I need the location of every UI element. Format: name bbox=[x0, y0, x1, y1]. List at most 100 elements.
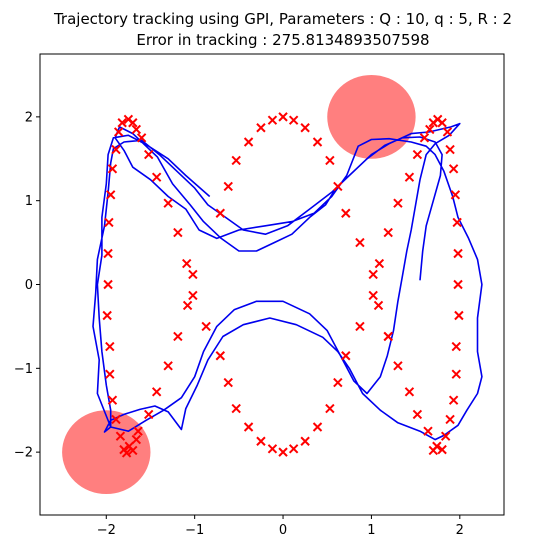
reference-point-30 bbox=[144, 409, 154, 420]
reference-point-20 bbox=[188, 290, 198, 301]
reference-point-36 bbox=[131, 434, 142, 445]
reference-point-12 bbox=[104, 217, 114, 228]
reference-point-92 bbox=[412, 409, 423, 420]
reference-point-24 bbox=[163, 361, 173, 371]
reference-point-83 bbox=[215, 208, 226, 218]
reference-point-69 bbox=[288, 115, 299, 125]
reference-point-78 bbox=[448, 164, 459, 174]
y-tick-label-3: 1 bbox=[25, 194, 33, 209]
trajectory-line bbox=[92, 122, 483, 441]
x-tick-label-3: 1 bbox=[367, 523, 375, 538]
reference-point-8 bbox=[107, 164, 118, 174]
chart-title-line-2: Error in tracking : 275.8134893507598 bbox=[136, 31, 429, 49]
reference-point-93 bbox=[423, 426, 433, 436]
reference-point-9 bbox=[151, 172, 162, 182]
reference-point-88 bbox=[451, 369, 461, 379]
reference-point-59 bbox=[341, 208, 351, 218]
reference-point-10 bbox=[105, 190, 116, 200]
reference-point-11 bbox=[163, 198, 173, 208]
reference-point-44 bbox=[288, 444, 299, 454]
reference-point-41 bbox=[267, 444, 278, 454]
x-tick-label-4: 2 bbox=[456, 523, 464, 538]
y-tick-label-2: 0 bbox=[25, 278, 33, 293]
reference-point-86 bbox=[454, 310, 464, 321]
chart-title-line-1: Trajectory tracking using GPI, Parameter… bbox=[53, 10, 512, 28]
reference-point-67 bbox=[300, 123, 310, 133]
reference-point-23 bbox=[201, 321, 211, 332]
reference-point-19 bbox=[102, 310, 112, 321]
reference-point-98 bbox=[393, 361, 403, 371]
reference-point-49 bbox=[333, 377, 343, 388]
reference-point-48 bbox=[341, 351, 351, 361]
reference-point-51 bbox=[368, 290, 378, 301]
reference-point-90 bbox=[445, 414, 455, 425]
reference-point-72 bbox=[437, 118, 447, 128]
reference-point-75 bbox=[256, 123, 266, 133]
plot-area bbox=[62, 74, 483, 495]
reference-point-62 bbox=[412, 149, 423, 160]
reference-point-14 bbox=[103, 248, 113, 259]
reference-point-99 bbox=[383, 331, 393, 342]
y-tick-label-4: 2 bbox=[25, 110, 33, 125]
reference-point-25 bbox=[105, 369, 115, 379]
reference-point-87 bbox=[451, 341, 461, 352]
reference-point-65 bbox=[312, 137, 323, 147]
reference-point-77 bbox=[243, 137, 254, 147]
reference-point-61 bbox=[333, 181, 343, 192]
reference-point-95 bbox=[437, 444, 447, 455]
reference-point-7 bbox=[144, 149, 154, 160]
reference-point-33 bbox=[133, 426, 143, 436]
reference-point-45 bbox=[300, 436, 310, 446]
reference-point-84 bbox=[453, 248, 463, 259]
reference-point-22 bbox=[105, 341, 115, 352]
reference-point-52 bbox=[373, 300, 384, 311]
reference-point-28 bbox=[107, 395, 118, 405]
reference-point-5 bbox=[136, 133, 147, 143]
reference-point-76 bbox=[445, 144, 455, 155]
reference-point-16 bbox=[103, 279, 113, 290]
reference-point-63 bbox=[325, 155, 335, 166]
reference-point-64 bbox=[419, 133, 430, 143]
y-tick-label-0: −2 bbox=[14, 446, 33, 461]
obstacle-circle-1 bbox=[62, 410, 151, 495]
reference-point-73 bbox=[267, 115, 278, 125]
x-tick-label-1: −1 bbox=[185, 523, 204, 538]
reference-point-79 bbox=[231, 155, 241, 166]
reference-point-55 bbox=[368, 269, 378, 280]
obstacle-circle-0 bbox=[327, 74, 416, 159]
reference-point-60 bbox=[404, 172, 415, 182]
reference-point-71 bbox=[278, 112, 288, 122]
reference-point-42 bbox=[278, 447, 288, 457]
reference-point-35 bbox=[243, 422, 254, 432]
axis-ticks: −2 −1 0 1 2 −2 −1 0 1 2 bbox=[14, 110, 464, 538]
reference-point-13 bbox=[173, 227, 183, 238]
reference-point-21 bbox=[173, 331, 183, 342]
reference-point-91 bbox=[440, 431, 451, 441]
reference-point-34 bbox=[115, 431, 126, 441]
reference-point-18 bbox=[182, 300, 193, 311]
reference-point-32 bbox=[231, 403, 241, 414]
reference-point-50 bbox=[355, 321, 365, 332]
reference-point-38 bbox=[256, 436, 266, 446]
x-tick-label-2: 0 bbox=[279, 523, 287, 538]
x-tick-label-0: −2 bbox=[97, 523, 116, 538]
reference-point-31 bbox=[111, 414, 121, 425]
reference-point-17 bbox=[188, 269, 198, 280]
reference-point-80 bbox=[450, 190, 461, 200]
reference-point-15 bbox=[182, 258, 192, 269]
reference-point-82 bbox=[452, 217, 462, 228]
reference-point-26 bbox=[215, 351, 226, 361]
reference-point-56 bbox=[383, 227, 393, 238]
reference-point-54 bbox=[374, 258, 385, 269]
reference-point-4 bbox=[113, 127, 124, 137]
reference-point-29 bbox=[223, 377, 233, 388]
reference-point-2 bbox=[128, 118, 138, 128]
reference-point-46 bbox=[312, 422, 323, 432]
reference-point-58 bbox=[393, 198, 403, 208]
reference-point-85 bbox=[453, 279, 463, 290]
reference-point-3 bbox=[131, 124, 142, 135]
reference-point-40 bbox=[128, 445, 138, 456]
reference-point-89 bbox=[448, 395, 459, 405]
y-tick-label-1: −1 bbox=[14, 362, 33, 377]
